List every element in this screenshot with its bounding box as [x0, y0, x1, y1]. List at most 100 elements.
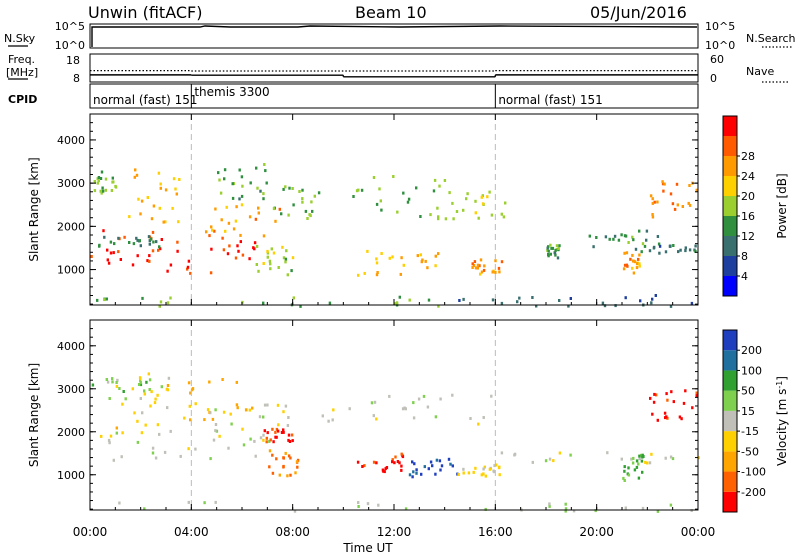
range-cell [148, 242, 151, 246]
colorbar-tick-label: 20 [741, 190, 755, 203]
range-cell [564, 502, 567, 506]
range-cell [472, 264, 476, 267]
range-cell [380, 252, 383, 255]
range-cell [398, 295, 401, 299]
range-cell [396, 210, 399, 214]
range-cell [636, 262, 639, 266]
range-cell [531, 296, 534, 299]
colorbar-swatch [723, 330, 737, 351]
range-cell [282, 410, 285, 414]
range-cell [275, 427, 279, 431]
range-cell [221, 236, 224, 240]
range-cell [208, 380, 211, 384]
x-tick-label: 04:00 [174, 525, 209, 539]
range-cell [288, 186, 291, 190]
range-cell [211, 417, 215, 421]
range-cell [136, 419, 139, 423]
range-cell [438, 459, 442, 463]
range-cell [209, 411, 212, 415]
range-cell [488, 467, 492, 471]
range-cell [265, 440, 268, 444]
range-cell [117, 236, 120, 240]
range-cell [234, 219, 238, 223]
range-cell [284, 404, 288, 408]
x-tick-label: 20:00 [579, 525, 614, 539]
range-cell [253, 247, 256, 251]
range-cell [415, 471, 418, 475]
range-cell [658, 244, 662, 248]
range-cell [360, 188, 364, 192]
panel-background [90, 114, 698, 305]
range-cell [230, 422, 233, 426]
range-cell [677, 250, 680, 254]
range-cell [516, 300, 519, 304]
range-cell [643, 244, 647, 248]
range-cell [569, 453, 572, 457]
range-cell [400, 464, 403, 468]
range-cell [606, 451, 609, 455]
nsky-panel-frame [89, 23, 699, 49]
range-cell [673, 207, 677, 211]
range-cell [100, 191, 103, 195]
colorbar-tick-label: -200 [741, 486, 766, 499]
range-cell [592, 245, 595, 249]
range-cell [439, 468, 442, 472]
colorbar-swatch [723, 216, 737, 236]
range-cell [109, 434, 113, 438]
range-cell [513, 452, 517, 456]
range-cell [263, 403, 267, 407]
range-cell [114, 185, 118, 189]
range-cell [476, 263, 480, 267]
range-cell [291, 187, 294, 190]
range-cell [136, 440, 140, 444]
range-cell [269, 438, 272, 442]
range-cell [255, 166, 258, 170]
range-cell [282, 428, 285, 432]
range-cell [189, 418, 192, 422]
range-cell [479, 258, 483, 262]
range-cell [148, 254, 151, 258]
range-cell [474, 199, 477, 203]
freq-panel-frame [89, 53, 699, 83]
range-cell [687, 201, 690, 205]
colorbar-tick-label: -15 [741, 425, 759, 438]
range-cell [622, 267, 626, 271]
range-cell [235, 403, 239, 407]
unit-close: ] [775, 376, 789, 381]
range-cell [103, 298, 106, 302]
range-cell [552, 459, 555, 463]
range-cell [106, 258, 109, 262]
range-cell [426, 405, 430, 409]
range-cell [262, 262, 265, 265]
range-cell [178, 178, 181, 181]
range-cell [214, 500, 217, 504]
range-cell [656, 235, 660, 238]
range-cell [275, 457, 278, 461]
range-cell [218, 434, 221, 438]
range-cell [107, 261, 111, 265]
range-cell [231, 182, 234, 186]
range-cell [500, 260, 504, 264]
range-cell [556, 256, 560, 260]
range-cell [332, 408, 335, 412]
colorbar-swatch [723, 156, 737, 176]
range-cell [133, 411, 136, 415]
range-cell [112, 251, 115, 255]
range-cell [638, 262, 641, 266]
range-cell [257, 211, 260, 215]
range-cell [391, 458, 394, 462]
range-cell [98, 244, 101, 248]
range-cell [158, 304, 161, 308]
range-cell [451, 201, 454, 205]
range-cell [157, 248, 160, 252]
range-cell [153, 401, 157, 405]
range-cell [214, 408, 217, 412]
range-cell [604, 235, 608, 239]
range-cell [290, 433, 294, 437]
range-cell [222, 410, 226, 414]
colorbar-swatch [723, 236, 737, 256]
range-cell [398, 461, 401, 465]
range-cell [100, 170, 104, 174]
range-cell [159, 186, 162, 190]
range-cell [391, 255, 394, 259]
